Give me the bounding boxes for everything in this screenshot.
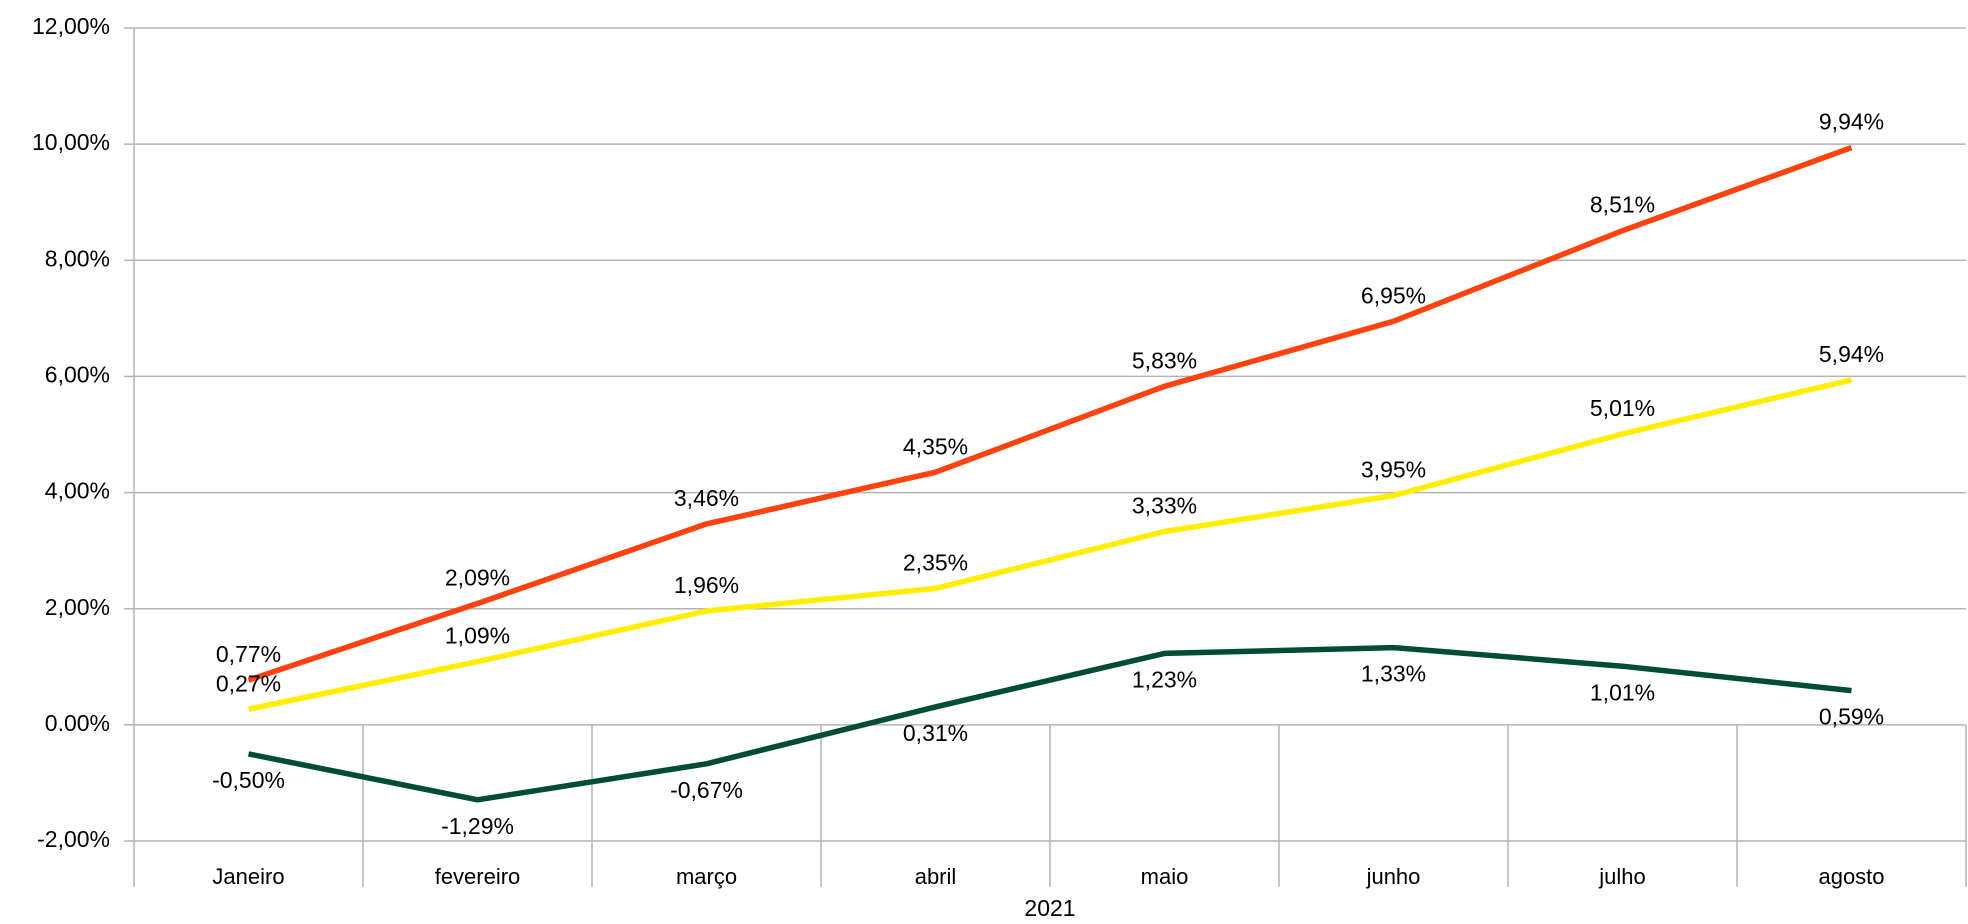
data-label: 9,94% [1819, 109, 1884, 135]
x-tick-label: abril [915, 864, 957, 889]
data-label: 0,59% [1819, 704, 1884, 730]
data-label: -0,50% [212, 767, 285, 793]
x-tick-label: Janeiro [212, 864, 284, 889]
y-tick-label: 4,00% [45, 478, 110, 504]
x-tick-label: junho [1366, 864, 1421, 889]
y-tick-label: 2,00% [45, 594, 110, 620]
data-label: 0,27% [216, 670, 281, 696]
data-label: 1,09% [445, 623, 510, 649]
y-tick-label: -2,00% [37, 826, 110, 852]
data-label: -1,29% [441, 813, 514, 839]
data-label: 2,09% [445, 565, 510, 591]
x-tick-label: maio [1141, 864, 1189, 889]
data-label: 5,83% [1132, 347, 1197, 373]
series-line [247, 377, 1853, 712]
data-label: 0,31% [903, 720, 968, 746]
data-label: 5,94% [1819, 341, 1884, 367]
data-label: 1,33% [1361, 661, 1426, 687]
x-tick-label: agosto [1818, 864, 1884, 889]
data-label: 1,23% [1132, 667, 1197, 693]
y-tick-label: 0.00% [45, 710, 110, 736]
data-label: 8,51% [1590, 192, 1655, 218]
data-label: 2,35% [903, 549, 968, 575]
x-tick-label: março [676, 864, 737, 889]
y-tick-label: 12,00% [32, 13, 110, 39]
series-line [247, 145, 1853, 683]
data-label: 6,95% [1361, 282, 1426, 308]
y-tick-label: 6,00% [45, 362, 110, 388]
data-label: 5,01% [1590, 395, 1655, 421]
series-line [247, 644, 1852, 803]
x-tick-label: julho [1598, 864, 1645, 889]
data-label: -0,67% [670, 777, 743, 803]
x-tick-label: fevereiro [435, 864, 521, 889]
data-label: 1,01% [1590, 679, 1655, 705]
data-label: 0,77% [216, 641, 281, 667]
y-tick-label: 10,00% [32, 129, 110, 155]
data-label: 3,95% [1361, 457, 1426, 483]
data-label: 3,46% [674, 485, 739, 511]
data-label: 4,35% [903, 433, 968, 459]
y-tick-label: 8,00% [45, 245, 110, 271]
x-axis-label: 2021 [1024, 895, 1075, 921]
data-label: 3,33% [1132, 493, 1197, 519]
data-label: 1,96% [674, 572, 739, 598]
